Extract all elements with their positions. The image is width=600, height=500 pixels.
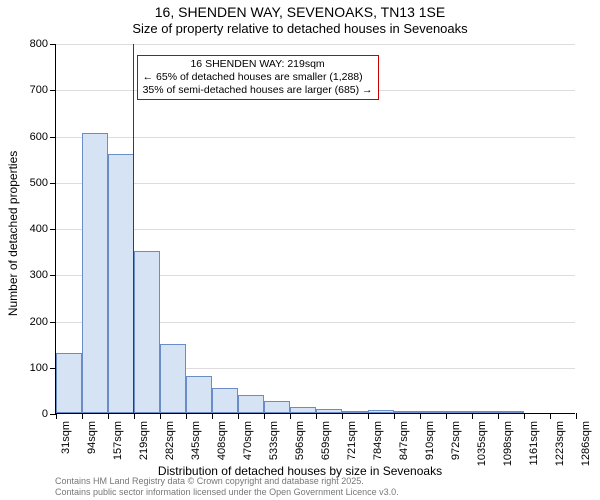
y-tick-label: 200 [30, 316, 48, 328]
histogram-bar [368, 410, 394, 413]
x-tick-label: 282sqm [164, 421, 176, 460]
chart-title: 16, SHENDEN WAY, SEVENOAKS, TN13 1SE [0, 4, 600, 20]
histogram-bar [394, 411, 420, 413]
histogram-bar [472, 411, 498, 413]
y-tick [50, 90, 56, 91]
y-tick [50, 137, 56, 138]
histogram-bar [290, 407, 316, 413]
y-tick-label: 100 [30, 362, 48, 374]
marker-line [133, 44, 134, 413]
x-tick [316, 413, 317, 419]
x-tick-label: 910sqm [424, 421, 436, 460]
histogram-bar [56, 353, 82, 413]
chart-container: 16, SHENDEN WAY, SEVENOAKS, TN13 1SE Siz… [0, 0, 600, 500]
histogram-bar [186, 376, 212, 413]
x-tick [264, 413, 265, 419]
annotation-box: 16 SHENDEN WAY: 219sqm ← 65% of detached… [137, 55, 379, 100]
x-tick-label: 31sqm [60, 421, 72, 454]
x-tick-label: 219sqm [138, 421, 150, 460]
x-tick [56, 413, 57, 419]
x-tick-label: 157sqm [112, 421, 124, 460]
x-tick-label: 1035sqm [476, 421, 488, 466]
x-tick [342, 413, 343, 419]
y-axis-title: Number of detached properties [6, 151, 20, 316]
histogram-bar [342, 411, 368, 413]
y-tick-label: 0 [42, 408, 48, 420]
x-tick [108, 413, 109, 419]
histogram-bar [82, 133, 108, 413]
histogram-bar [134, 251, 160, 413]
histogram-bar [420, 411, 446, 413]
attribution-line2: Contains public sector information licen… [55, 487, 399, 498]
histogram-bar [498, 411, 524, 413]
y-tick [50, 322, 56, 323]
x-tick-label: 721sqm [346, 421, 358, 460]
x-tick [160, 413, 161, 419]
x-tick [186, 413, 187, 419]
x-tick [550, 413, 551, 419]
y-tick-label: 700 [30, 84, 48, 96]
x-tick [134, 413, 135, 419]
annotation-line1: ← 65% of detached houses are smaller (1,… [143, 71, 373, 84]
y-tick [50, 275, 56, 276]
y-tick [50, 44, 56, 45]
x-tick-label: 1223sqm [554, 421, 566, 466]
plot-area: 010020030040050060070080031sqm94sqm157sq… [55, 44, 575, 414]
histogram-bar [238, 395, 264, 414]
x-tick [212, 413, 213, 419]
y-tick-label: 500 [30, 177, 48, 189]
annotation-line2: 35% of semi-detached houses are larger (… [143, 84, 373, 97]
y-tick-label: 300 [30, 269, 48, 281]
x-tick [524, 413, 525, 419]
x-tick-label: 345sqm [190, 421, 202, 460]
histogram-bar [160, 344, 186, 413]
x-tick-label: 470sqm [242, 421, 254, 460]
x-tick [472, 413, 473, 419]
histogram-bar [316, 409, 342, 413]
x-tick-label: 94sqm [86, 421, 98, 454]
x-tick [394, 413, 395, 419]
x-tick-label: 408sqm [216, 421, 228, 460]
title-block: 16, SHENDEN WAY, SEVENOAKS, TN13 1SE Siz… [0, 0, 600, 36]
x-tick-label: 1286sqm [580, 421, 592, 466]
x-tick [82, 413, 83, 419]
x-tick-label: 596sqm [294, 421, 306, 460]
x-tick [576, 413, 577, 419]
x-tick-label: 1098sqm [502, 421, 514, 466]
x-tick-label: 1161sqm [528, 421, 540, 465]
attribution: Contains HM Land Registry data © Crown c… [55, 476, 399, 498]
histogram-bar [108, 154, 134, 413]
y-tick [50, 229, 56, 230]
y-tick [50, 183, 56, 184]
x-tick [290, 413, 291, 419]
x-tick [498, 413, 499, 419]
x-tick-label: 659sqm [320, 421, 332, 460]
x-tick-label: 847sqm [398, 421, 410, 460]
x-tick [420, 413, 421, 419]
x-tick-label: 784sqm [372, 421, 384, 460]
x-tick-label: 972sqm [450, 421, 462, 460]
x-tick [368, 413, 369, 419]
y-tick-label: 600 [30, 131, 48, 143]
y-tick-label: 800 [30, 38, 48, 50]
x-tick [238, 413, 239, 419]
x-tick-label: 533sqm [268, 421, 280, 460]
histogram-bar [446, 411, 472, 413]
attribution-line1: Contains HM Land Registry data © Crown c… [55, 476, 399, 487]
x-tick [446, 413, 447, 419]
chart-subtitle: Size of property relative to detached ho… [0, 21, 600, 36]
annotation-title: 16 SHENDEN WAY: 219sqm [143, 58, 373, 71]
y-tick-label: 400 [30, 223, 48, 235]
histogram-bar [264, 401, 290, 413]
histogram-bar [212, 388, 238, 413]
